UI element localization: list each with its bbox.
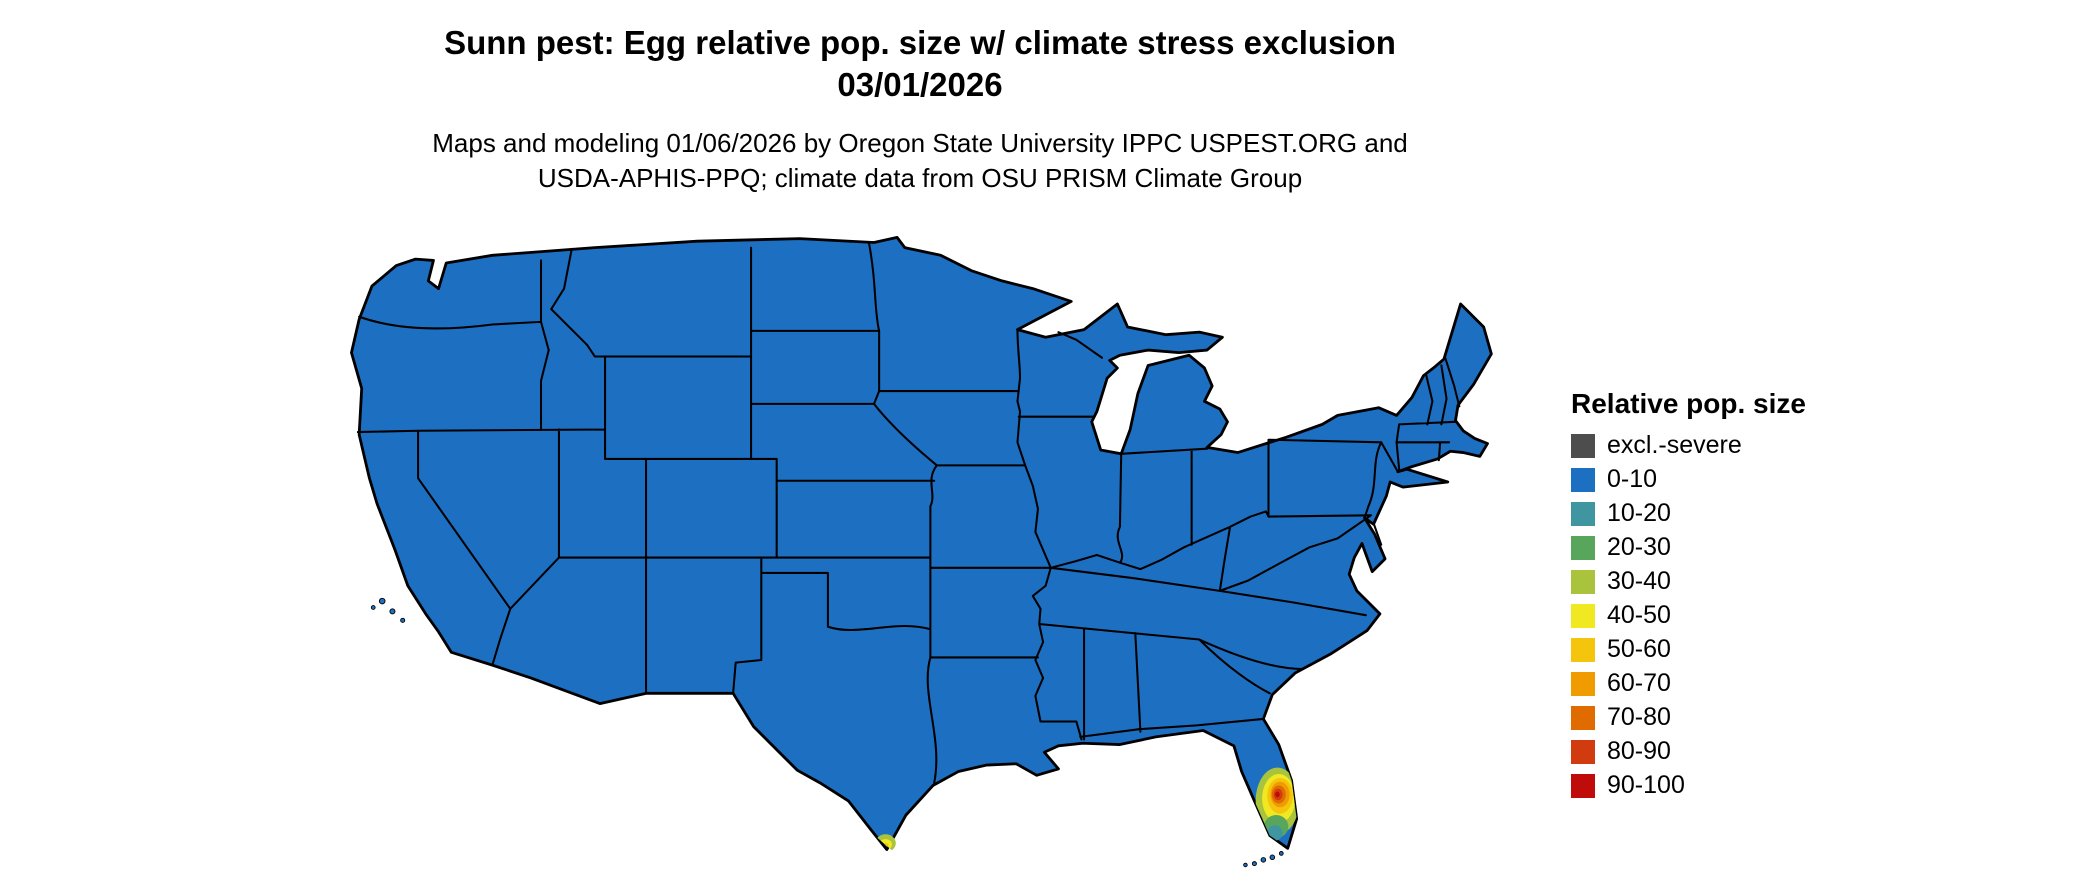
legend-swatch	[1571, 433, 1595, 458]
legend-item: 30-40	[1571, 567, 1931, 595]
legend-swatch	[1571, 501, 1595, 526]
map-title-date: 03/01/2026	[837, 66, 1003, 104]
map-subtitle-line2: USDA-APHIS-PPQ; climate data from OSU PR…	[537, 162, 1303, 193]
offshore-islands	[370, 597, 406, 623]
legend-item: 70-80	[1571, 703, 1931, 731]
legend-title: Relative pop. size	[1571, 388, 1806, 419]
legend-swatch	[1571, 535, 1595, 560]
legend-item: 50-60	[1571, 635, 1931, 663]
us-landmass	[350, 235, 1493, 851]
legend-items: excl.-severe 0-10 10-20 20-30 30-40 40-50 50-6…	[1571, 431, 1931, 799]
legend-swatch	[1571, 773, 1595, 798]
legend-item: excl.-severe	[1571, 431, 1931, 459]
legend-item: 0-10	[1571, 465, 1931, 493]
legend-item: 40-50	[1571, 601, 1931, 629]
legend-item: 80-90	[1571, 737, 1931, 765]
map-subtitle-line1: Maps and modeling 01/06/2026 by Oregon S…	[432, 128, 1408, 159]
legend-item: 10-20	[1571, 499, 1931, 527]
legend-item-label: 70-80	[1607, 703, 1671, 731]
legend-swatch	[1571, 467, 1595, 492]
legend-swatch	[1571, 705, 1595, 730]
legend-item-label: 60-70	[1607, 669, 1671, 697]
legend-swatch	[1571, 569, 1595, 594]
map-subtitle: Maps and modeling 01/06/2026 by Oregon S…	[0, 126, 1840, 195]
legend-item-label: 80-90	[1607, 737, 1671, 765]
legend-item: 60-70	[1571, 669, 1931, 697]
legend-item-label: 50-60	[1607, 635, 1671, 663]
legend-item-label: 40-50	[1607, 601, 1671, 629]
legend-swatch	[1571, 671, 1595, 696]
legend-item: 90-100	[1571, 771, 1931, 799]
us-map-svg	[350, 235, 1493, 868]
legend-item-label: 90-100	[1607, 771, 1685, 799]
legend-swatch	[1571, 603, 1595, 628]
florida-keys	[1243, 851, 1284, 868]
legend-item-label: excl.-severe	[1607, 431, 1742, 459]
florida-hotspot	[1255, 767, 1297, 841]
legend-item-label: 0-10	[1607, 465, 1658, 493]
legend-item: 20-30	[1571, 533, 1931, 561]
legend-item-label: 10-20	[1607, 499, 1671, 527]
map-title-line1: Sunn pest: Egg relative pop. size w/ cli…	[444, 24, 1396, 61]
legend-item-label: 30-40	[1607, 567, 1671, 595]
legend: Relative pop. size excl.-severe 0-10 10-20…	[1571, 388, 1931, 806]
legend-swatch	[1571, 637, 1595, 662]
header: Sunn pest: Egg relative pop. size w/ cli…	[0, 22, 1840, 195]
us-map	[300, 222, 1530, 888]
legend-swatch	[1571, 739, 1595, 764]
state-borders	[356, 241, 1461, 785]
legend-item-label: 20-30	[1607, 533, 1671, 561]
